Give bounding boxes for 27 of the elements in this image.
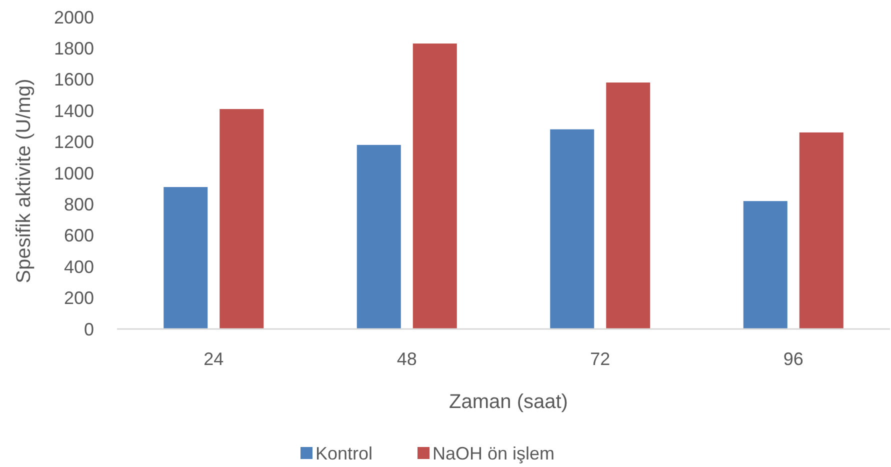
- bar: [743, 201, 788, 329]
- y-tick-label: 1600: [54, 70, 94, 90]
- x-tick-label: 48: [396, 349, 417, 369]
- bar: [164, 187, 208, 329]
- y-tick-label: 1000: [54, 163, 94, 184]
- x-tick-label: 96: [783, 349, 804, 369]
- y-tick-label: 1400: [54, 100, 94, 121]
- bar: [799, 132, 844, 329]
- bar: [356, 144, 401, 329]
- y-axis-title: Spesifik aktivite (U/mg): [13, 78, 35, 284]
- legend-label: NaOH ön işlem: [432, 443, 555, 464]
- bar: [606, 82, 650, 329]
- legend-label: Kontrol: [316, 443, 373, 464]
- y-tick-label: 400: [64, 256, 94, 277]
- bar: [412, 44, 457, 329]
- bar: [220, 109, 264, 329]
- y-tick-label: 600: [64, 226, 94, 246]
- y-tick-label: 1200: [54, 132, 94, 152]
- x-tick-label: 72: [590, 349, 610, 369]
- x-tick-label: 24: [204, 349, 224, 369]
- y-tick-label: 200: [64, 288, 94, 308]
- y-tick-label: 1800: [54, 38, 94, 58]
- y-tick-label: 800: [64, 194, 94, 214]
- bar: [550, 129, 594, 329]
- y-tick-label: 0: [84, 319, 94, 340]
- x-axis-title: Zaman (saat): [449, 391, 568, 413]
- y-tick-label: 2000: [54, 7, 94, 28]
